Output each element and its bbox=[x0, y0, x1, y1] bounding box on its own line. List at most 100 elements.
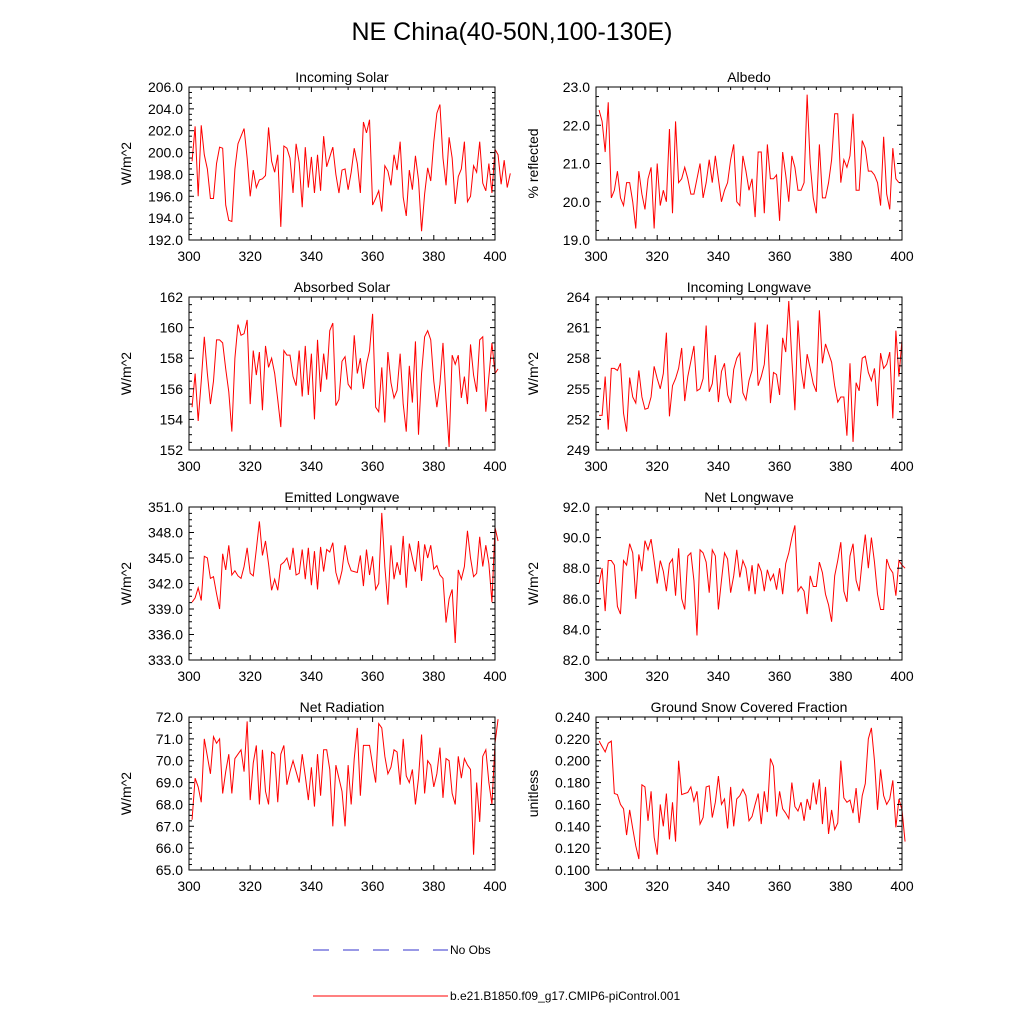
y-tick-label: 92.0 bbox=[563, 499, 590, 515]
y-tick-label: 0.240 bbox=[555, 709, 590, 725]
legend-label-no-obs: No Obs bbox=[450, 943, 491, 957]
y-tick-label: 19.0 bbox=[563, 232, 590, 248]
series-line bbox=[598, 727, 906, 860]
series-line bbox=[191, 104, 511, 232]
y-tick-label: 204.0 bbox=[148, 101, 183, 117]
plot-frame bbox=[595, 86, 903, 241]
y-tick-label: 348.0 bbox=[148, 525, 183, 541]
x-tick-label: 400 bbox=[890, 248, 914, 264]
panel-title: Incoming Longwave bbox=[687, 279, 812, 295]
panel-absorbed-solar: Absorbed Solar 300 320 340 360 380 400 152 154 15… bbox=[118, 279, 507, 474]
y-tick-label: 158 bbox=[160, 350, 184, 366]
y-tick-label: 71.0 bbox=[156, 731, 183, 747]
y-tick-label: 23.0 bbox=[563, 79, 590, 95]
y-tick-label: 196.0 bbox=[148, 188, 183, 204]
x-tick-label: 380 bbox=[422, 878, 446, 894]
y-tick-label: 21.0 bbox=[563, 156, 590, 172]
x-tick-label: 300 bbox=[177, 248, 201, 264]
x-tick-label: 320 bbox=[646, 248, 670, 264]
x-tick-label: 340 bbox=[300, 248, 324, 264]
x-tick-label: 300 bbox=[584, 878, 608, 894]
x-tick-label: 380 bbox=[422, 668, 446, 684]
panel-title: Net Longwave bbox=[704, 489, 794, 505]
plot-frame bbox=[188, 86, 496, 241]
plot-frame bbox=[188, 296, 496, 451]
legend: No Obs b.e21.B1850.f09_g17.CMIP6-piContr… bbox=[313, 943, 680, 1003]
x-tick-label: 380 bbox=[422, 248, 446, 264]
y-tick-label: 261 bbox=[567, 320, 591, 336]
y-axis-label: % reflected bbox=[525, 128, 541, 198]
panel-albedo: Albedo 300 320 340 360 380 400 19.0 20.0 21.0 22.0… bbox=[525, 69, 914, 264]
x-tick-label: 400 bbox=[890, 878, 914, 894]
y-tick-label: 192.0 bbox=[148, 232, 183, 248]
series-line bbox=[191, 512, 499, 644]
figure-title: NE China(40-50N,100-130E) bbox=[351, 18, 672, 46]
y-tick-label: 69.0 bbox=[156, 775, 183, 791]
panel-ground-snow-covered-fraction: Ground Snow Covered Fraction 300 320 340 360… bbox=[525, 699, 914, 894]
y-axis-label: unitless bbox=[525, 770, 541, 817]
x-tick-label: 320 bbox=[239, 878, 263, 894]
x-tick-label: 300 bbox=[584, 458, 608, 474]
y-tick-label: 162 bbox=[160, 289, 184, 305]
y-tick-label: 90.0 bbox=[563, 530, 590, 546]
x-tick-label: 340 bbox=[300, 458, 324, 474]
y-tick-label: 0.140 bbox=[555, 818, 590, 834]
x-tick-label: 400 bbox=[483, 248, 507, 264]
y-tick-label: 264 bbox=[567, 289, 591, 305]
panel-title: Absorbed Solar bbox=[294, 279, 391, 295]
plot-frame bbox=[595, 296, 903, 451]
x-tick-label: 320 bbox=[646, 458, 670, 474]
series-line bbox=[598, 94, 900, 229]
x-tick-label: 320 bbox=[646, 878, 670, 894]
y-tick-label: 345.0 bbox=[148, 550, 183, 566]
x-tick-label: 380 bbox=[829, 668, 853, 684]
x-tick-label: 380 bbox=[829, 248, 853, 264]
y-axis-label: W/m^2 bbox=[118, 562, 134, 605]
x-tick-label: 320 bbox=[239, 248, 263, 264]
y-tick-label: 202.0 bbox=[148, 123, 183, 139]
y-tick-label: 67.0 bbox=[156, 818, 183, 834]
y-tick-label: 342.0 bbox=[148, 576, 183, 592]
legend-label-model: b.e21.B1850.f09_g17.CMIP6-piControl.001 bbox=[450, 989, 680, 1003]
y-tick-label: 0.180 bbox=[555, 775, 590, 791]
series-line bbox=[598, 525, 906, 636]
y-axis-label: W/m^2 bbox=[525, 352, 541, 395]
x-tick-label: 320 bbox=[239, 458, 263, 474]
y-tick-label: 20.0 bbox=[563, 194, 590, 210]
y-tick-label: 336.0 bbox=[148, 627, 183, 643]
y-tick-label: 22.0 bbox=[563, 117, 590, 133]
x-tick-label: 340 bbox=[300, 668, 324, 684]
x-tick-label: 340 bbox=[300, 878, 324, 894]
x-tick-label: 340 bbox=[707, 668, 731, 684]
plot-frame bbox=[595, 506, 903, 661]
y-tick-label: 88.0 bbox=[563, 560, 590, 576]
y-tick-label: 68.0 bbox=[156, 796, 183, 812]
x-tick-label: 300 bbox=[584, 248, 608, 264]
x-tick-label: 360 bbox=[768, 458, 792, 474]
y-tick-label: 249 bbox=[567, 442, 591, 458]
x-tick-label: 360 bbox=[768, 668, 792, 684]
x-tick-label: 360 bbox=[361, 668, 385, 684]
y-tick-label: 154 bbox=[160, 411, 184, 427]
y-tick-label: 0.160 bbox=[555, 796, 590, 812]
series-line bbox=[191, 719, 499, 855]
y-tick-label: 333.0 bbox=[148, 652, 183, 668]
x-tick-label: 400 bbox=[483, 458, 507, 474]
x-tick-label: 400 bbox=[890, 668, 914, 684]
y-tick-label: 198.0 bbox=[148, 166, 183, 182]
panel-incoming-longwave: Incoming Longwave 300 320 340 360 380 400 249 25… bbox=[525, 279, 914, 474]
x-tick-label: 380 bbox=[829, 458, 853, 474]
y-tick-label: 194.0 bbox=[148, 210, 183, 226]
y-tick-label: 258 bbox=[567, 350, 591, 366]
y-tick-label: 82.0 bbox=[563, 652, 590, 668]
panel-title: Incoming Solar bbox=[295, 69, 389, 85]
panel-title: Ground Snow Covered Fraction bbox=[651, 699, 848, 715]
x-tick-label: 360 bbox=[768, 878, 792, 894]
y-tick-label: 160 bbox=[160, 320, 184, 336]
x-tick-label: 360 bbox=[361, 458, 385, 474]
x-tick-label: 360 bbox=[768, 248, 792, 264]
y-tick-label: 0.200 bbox=[555, 753, 590, 769]
y-tick-label: 255 bbox=[567, 381, 591, 397]
x-tick-label: 380 bbox=[829, 878, 853, 894]
